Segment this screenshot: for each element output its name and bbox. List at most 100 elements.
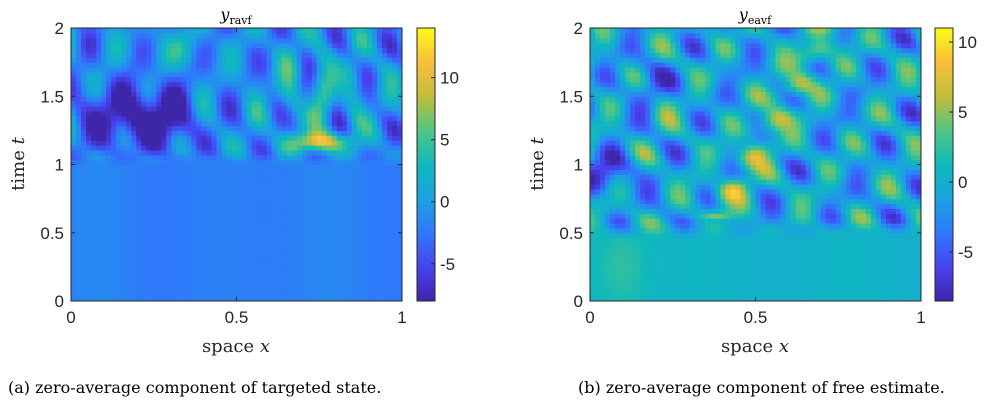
heatmap-cell bbox=[855, 237, 862, 244]
heatmap-cell bbox=[271, 140, 278, 146]
heatmap-cell bbox=[256, 81, 263, 88]
heatmap-cell bbox=[101, 213, 107, 219]
heatmap-cell bbox=[91, 135, 97, 141]
heatmap-cell bbox=[96, 115, 102, 122]
heatmap-cell bbox=[321, 135, 328, 141]
heatmap-cell bbox=[176, 86, 182, 92]
heatmap-cell bbox=[341, 115, 348, 122]
heatmap-cell bbox=[301, 169, 308, 175]
heatmap-cell bbox=[376, 154, 383, 161]
heatmap-cell bbox=[316, 281, 323, 287]
heatmap-cell bbox=[376, 149, 383, 156]
heatmap-cell bbox=[620, 286, 626, 292]
heatmap-cell bbox=[346, 203, 353, 209]
y-ticks-a: 00.511.52 bbox=[40, 19, 402, 311]
heatmap-cell bbox=[366, 179, 373, 185]
heatmap-cell bbox=[76, 57, 82, 63]
heatmap-cell bbox=[396, 188, 402, 195]
heatmap-cell bbox=[271, 110, 278, 117]
heatmap-cell bbox=[331, 262, 338, 268]
heatmap-cell bbox=[785, 227, 792, 234]
heatmap-cell bbox=[675, 257, 681, 263]
heatmap-cell bbox=[126, 67, 132, 73]
heatmap-cell bbox=[680, 296, 686, 301]
heatmap-cell bbox=[131, 242, 137, 248]
heatmap-cell bbox=[201, 106, 208, 112]
heatmap-cell bbox=[266, 227, 273, 234]
heatmap-cell bbox=[241, 135, 248, 141]
heatmap-cell bbox=[600, 213, 606, 219]
heatmap-cell bbox=[311, 281, 318, 287]
heatmap-cell bbox=[201, 86, 208, 92]
heatmap-cell bbox=[251, 223, 258, 229]
heatmap-cell bbox=[341, 130, 348, 136]
heatmap-cell bbox=[206, 179, 213, 185]
heatmap-cell bbox=[151, 262, 157, 268]
heatmap-cell bbox=[366, 110, 373, 117]
heatmap-cell bbox=[106, 188, 112, 195]
heatmap-cell bbox=[630, 262, 636, 268]
heatmap-cell bbox=[331, 32, 338, 39]
heatmap-cell bbox=[281, 213, 288, 219]
heatmap-cell bbox=[91, 37, 97, 44]
heatmap-cell bbox=[226, 32, 233, 39]
heatmap-cell bbox=[296, 237, 303, 244]
heatmap-cell bbox=[246, 242, 253, 248]
heatmap-cell bbox=[336, 174, 343, 180]
heatmap-cell bbox=[630, 208, 636, 214]
heatmap-cell bbox=[231, 154, 238, 161]
heatmap-cell bbox=[226, 291, 233, 297]
heatmap-cell bbox=[331, 86, 338, 92]
heatmap-cell bbox=[595, 213, 601, 219]
heatmap-cell bbox=[211, 81, 218, 88]
heatmap-cell bbox=[740, 296, 747, 301]
heatmap-cell bbox=[231, 296, 238, 301]
heatmap-cell bbox=[326, 140, 333, 146]
heatmap-cell bbox=[795, 242, 802, 248]
heatmap-cell bbox=[331, 169, 338, 175]
heatmap-cell bbox=[740, 213, 747, 219]
heatmap-cell bbox=[381, 291, 388, 297]
heatmap-cell bbox=[171, 198, 177, 205]
heatmap-cell bbox=[166, 193, 172, 200]
heatmap-cell bbox=[81, 252, 87, 258]
heatmap-cell bbox=[910, 257, 917, 263]
heatmap-cell bbox=[266, 42, 273, 49]
heatmap-cell bbox=[176, 223, 182, 229]
heatmap-cell bbox=[361, 52, 368, 58]
heatmap-cell bbox=[396, 257, 402, 263]
heatmap-cell bbox=[146, 159, 152, 166]
x-tick-label: 0 bbox=[66, 308, 75, 327]
heatmap-cell bbox=[670, 262, 676, 268]
heatmap-cell bbox=[186, 57, 192, 63]
heatmap-cell bbox=[201, 252, 208, 258]
heatmap-cell bbox=[321, 271, 328, 278]
heatmap-cell bbox=[156, 266, 162, 273]
heatmap-cell bbox=[800, 291, 807, 297]
heatmap-cell bbox=[261, 145, 268, 151]
heatmap-cell bbox=[371, 47, 378, 53]
heatmap-cell bbox=[176, 291, 182, 297]
heatmap-cell bbox=[176, 242, 182, 248]
heatmap-cell bbox=[286, 262, 293, 268]
heatmap-cell bbox=[381, 154, 388, 161]
heatmap-cell bbox=[216, 223, 223, 229]
heatmap-cell bbox=[116, 115, 122, 122]
heatmap-cell bbox=[251, 110, 258, 117]
heatmap-cell bbox=[291, 47, 298, 53]
heatmap-cell bbox=[675, 208, 681, 214]
heatmap-cell bbox=[880, 257, 887, 263]
heatmap-cell bbox=[101, 247, 107, 253]
heatmap-cell bbox=[705, 266, 711, 273]
heatmap-cell bbox=[705, 232, 711, 239]
heatmap-cell bbox=[356, 262, 363, 268]
heatmap-cell bbox=[181, 106, 187, 112]
heatmap-cell bbox=[191, 159, 197, 166]
heatmap-cell bbox=[655, 296, 661, 301]
heatmap-cell bbox=[635, 281, 641, 287]
heatmap-cell bbox=[326, 262, 333, 268]
heatmap-cell bbox=[346, 159, 353, 166]
heatmap-cell bbox=[590, 203, 596, 209]
heatmap-cell bbox=[730, 218, 737, 224]
heatmap-cell bbox=[645, 237, 651, 244]
